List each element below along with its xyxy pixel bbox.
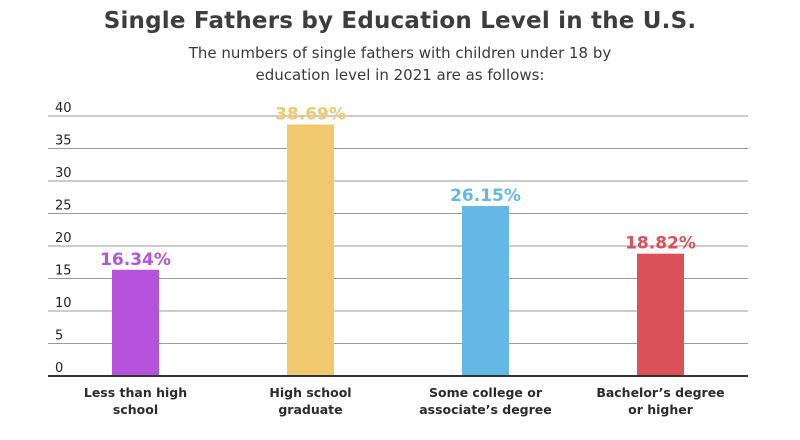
y-tick-label: 35 (55, 134, 72, 149)
y-tick-label: 30 (55, 166, 72, 181)
bar (462, 206, 509, 376)
bar (112, 269, 159, 376)
category-label: Bachelor’s degree (596, 385, 724, 400)
x-axis-categories: Less than high school High school graduate S… (84, 385, 725, 417)
category-label: Less than high (84, 385, 187, 400)
data-labels: 16.34% 38.69% 26.15% 18.82% (100, 105, 696, 270)
y-tick-label: 20 (55, 231, 72, 246)
y-tick-label: 25 (55, 199, 72, 214)
data-label: 26.15% (450, 186, 521, 206)
category-label: graduate (278, 402, 342, 417)
data-label: 38.69% (275, 105, 346, 125)
bars (112, 124, 684, 376)
category-label: associate’s degree (419, 402, 552, 417)
y-axis-ticks: 0 5 10 15 20 25 30 35 40 (55, 101, 72, 376)
data-label: 16.34% (100, 250, 171, 270)
chart-subtitle: The numbers of single fathers with child… (188, 44, 612, 84)
y-tick-label: 0 (55, 361, 63, 376)
category-label: or higher (628, 402, 694, 417)
y-tick-label: 10 (55, 296, 72, 311)
bar (287, 124, 334, 376)
y-tick-label: 5 (55, 329, 63, 344)
category-label: Some college or (429, 385, 543, 400)
gridlines (48, 115, 748, 344)
y-tick-label: 15 (55, 264, 72, 279)
chart-title: Single Fathers by Education Level in the… (103, 8, 697, 34)
category-label: school (113, 402, 158, 417)
y-tick-label: 40 (55, 101, 72, 116)
category-label: High school (269, 385, 351, 400)
data-label: 18.82% (625, 234, 696, 254)
bar (637, 253, 684, 376)
